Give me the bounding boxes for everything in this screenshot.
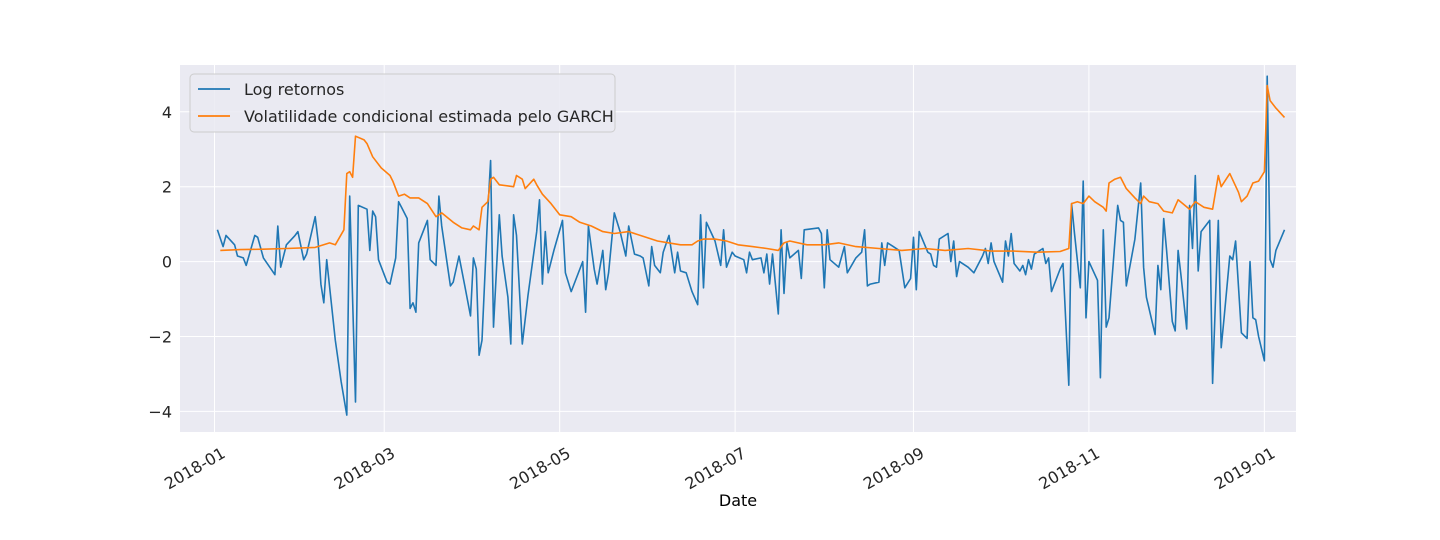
- x-axis-label: Date: [719, 491, 757, 510]
- y-tick-label: 0: [162, 253, 172, 272]
- y-tick-label: −4: [148, 402, 172, 421]
- legend: Log retornos Volatilidade condicional est…: [189, 73, 616, 133]
- x-tick-label: 2019-01: [1211, 443, 1278, 493]
- y-tick-label: −2: [148, 328, 172, 347]
- x-tick-label: 2018-11: [1036, 443, 1103, 493]
- y-axis: −4 −2 0 2 4: [148, 103, 172, 422]
- legend-box: [189, 73, 616, 133]
- y-tick-label: 4: [162, 103, 172, 122]
- series-lines: [216, 75, 1286, 416]
- x-tick-label: 2018-07: [682, 443, 749, 493]
- series-line-2: [220, 84, 1286, 253]
- x-tick-label: 2018-03: [331, 443, 398, 493]
- x-tick-label: 2018-01: [161, 443, 228, 493]
- y-tick-label: 2: [162, 178, 172, 197]
- legend-label: Volatilidade condicional estimada pelo G…: [244, 107, 614, 126]
- x-axis: 2018-01 2018-03 2018-05 2018-07 2018-09 2018-…: [161, 443, 1278, 493]
- legend-label: Log retornos: [244, 80, 344, 99]
- x-tick-label: 2018-05: [506, 443, 573, 493]
- x-tick-label: 2018-09: [860, 443, 927, 493]
- series-line-1: [216, 75, 1286, 416]
